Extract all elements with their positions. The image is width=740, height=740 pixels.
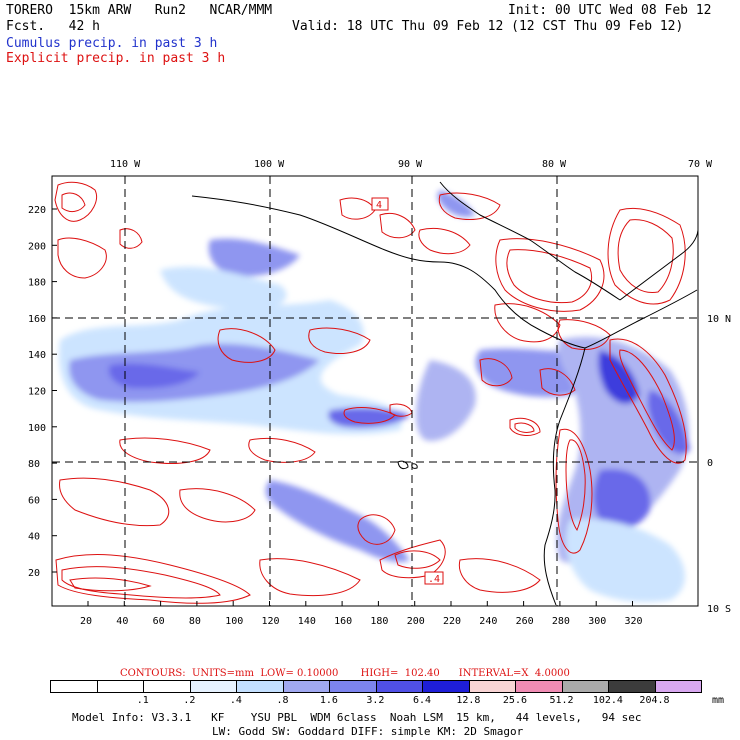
colorbar-value: 6.4 (412, 695, 432, 706)
precip-colorbar (50, 680, 702, 693)
y-tick-label: 80 (28, 459, 40, 470)
colorbar-value: .1 (136, 695, 149, 706)
init-time: Init: 00 UTC Wed 08 Feb 12 (508, 3, 712, 18)
longitude-labels: 110 W 100 W 90 W 80 W 70 W (110, 159, 713, 170)
x-tick-label: 60 (153, 616, 165, 627)
colorbar-swatch (516, 681, 563, 692)
colorbar-swatch (283, 681, 330, 692)
y-tick-label: 120 (28, 387, 46, 398)
x-tick-label: 220 (443, 616, 461, 627)
y-tick-label: 40 (28, 532, 40, 543)
colorbar-unit: mm (712, 695, 725, 706)
forecast-hour: Fcst. 42 h (6, 19, 100, 34)
x-tick-label: 140 (298, 616, 316, 627)
coastlines (191, 181, 699, 606)
x-tick-label: 120 (262, 616, 280, 627)
colorbar-value: 204.8 (639, 695, 670, 706)
x-tick-label: 180 (370, 616, 388, 627)
model-physics: LW: Godd SW: Goddard DIFF: simple KM: 2D… (212, 725, 524, 738)
x-grid-ticks: 20 40 60 80 100 120 140 160 180 200 220 240 260 280 30… (80, 601, 643, 627)
y-tick-label: 100 (28, 423, 46, 434)
colorbar-value: 102.4 (592, 695, 623, 706)
x-tick-label: 200 (407, 616, 425, 627)
lon-label: 90 W (398, 159, 423, 170)
x-tick-label: 40 (116, 616, 128, 627)
colorbar-swatch (655, 681, 701, 692)
lon-label: 100 W (254, 159, 285, 170)
colorbar-value: .8 (276, 695, 289, 706)
colorbar-value: .2 (183, 695, 196, 706)
colorbar-value: 51.2 (549, 695, 574, 706)
colorbar-swatch (330, 681, 377, 692)
contour-box-labels: 4 .4 (371, 197, 444, 585)
x-tick-label: 300 (588, 616, 606, 627)
y-tick-label: 60 (28, 495, 40, 506)
explicit-precip-contours (54, 181, 687, 604)
colorbar-swatch (562, 681, 609, 692)
x-tick-label: 240 (479, 616, 497, 627)
colorbar-swatch (469, 681, 516, 692)
lon-label: 110 W (110, 159, 141, 170)
x-tick-label: 260 (516, 616, 534, 627)
latitude-labels: 10 N 0 10 S (707, 314, 731, 615)
y-tick-label: 180 (28, 278, 46, 289)
box-label-1: 4 (376, 200, 382, 211)
y-tick-label: 140 (28, 350, 46, 361)
colorbar-value: 12.8 (456, 695, 481, 706)
x-tick-label: 280 (552, 616, 570, 627)
x-tick-label: 80 (189, 616, 201, 627)
colorbar-value: 25.6 (502, 695, 527, 706)
contours-info: CONTOURS: UNITS=mm LOW= 0.10000 HIGH= 10… (120, 668, 570, 679)
field-cumulus-label: Cumulus precip. in past 3 h (6, 36, 218, 51)
colorbar-swatch (190, 681, 237, 692)
colorbar-swatch (423, 681, 470, 692)
field-explicit-label: Explicit precip. in past 3 h (6, 51, 226, 66)
valid-time: Valid: 18 UTC Thu 09 Feb 12 (12 CST Thu … (292, 19, 684, 34)
lat-label: 0 (707, 458, 713, 469)
x-tick-label: 160 (334, 616, 352, 627)
box-label-2: .4 (428, 574, 440, 585)
colorbar-value: .4 (229, 695, 242, 706)
lat-label: 10 N (707, 314, 731, 325)
colorbar-swatch (237, 681, 284, 692)
colorbar-swatch (97, 681, 144, 692)
colorbar-swatch (144, 681, 191, 692)
y-tick-label: 220 (28, 205, 46, 216)
y-tick-label: 200 (28, 241, 46, 252)
x-tick-label: 320 (625, 616, 643, 627)
colorbar-value: 1.6 (319, 695, 338, 706)
x-tick-label: 20 (80, 616, 92, 627)
model-title: TORERO 15km ARW Run2 NCAR/MMM (6, 3, 273, 18)
colorbar-swatch (51, 681, 98, 692)
latlon-grid (52, 176, 698, 606)
lon-label: 70 W (688, 159, 713, 170)
model-info: Model Info: V3.3.1 KF YSU PBL WDM 6class… (72, 711, 642, 724)
lon-label: 80 W (542, 159, 567, 170)
x-tick-label: 100 (225, 616, 243, 627)
y-tick-label: 160 (28, 314, 46, 325)
colorbar-swatch (609, 681, 656, 692)
y-tick-label: 20 (28, 568, 40, 579)
colorbar-value: 3.2 (366, 695, 385, 706)
lat-label: 10 S (707, 604, 731, 615)
cumulus-precip-shading (59, 190, 690, 602)
y-grid-ticks: 20 40 60 80 100 120 140 160 180 200 220 (28, 205, 57, 579)
colorbar-swatch (376, 681, 423, 692)
